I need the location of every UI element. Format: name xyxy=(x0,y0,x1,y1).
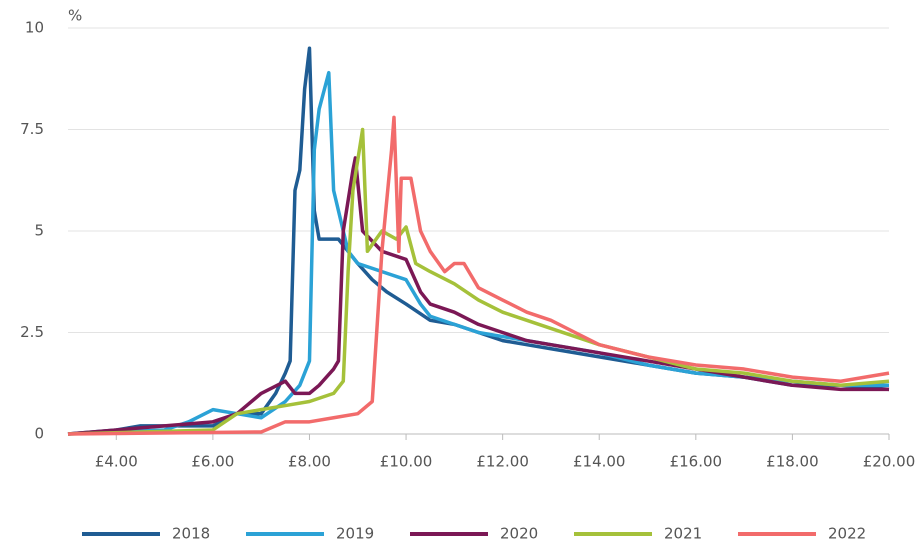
series-line xyxy=(67,127,890,436)
legend-label: 2021 xyxy=(664,525,702,543)
x-tick-label: £8.00 xyxy=(288,453,331,471)
x-tick-label: £18.00 xyxy=(766,453,819,471)
y-tick-label: 10 xyxy=(25,19,44,37)
legend-label: 2020 xyxy=(500,525,538,543)
x-tick-label: £14.00 xyxy=(573,453,626,471)
x-tick-label: £20.00 xyxy=(863,453,916,471)
x-tick-label: £4.00 xyxy=(95,453,138,471)
x-tick-label: £12.00 xyxy=(476,453,529,471)
legend-label: 2019 xyxy=(336,525,374,543)
y-tick-label: 7.5 xyxy=(20,120,44,138)
series-line xyxy=(67,156,889,436)
legend-label: 2018 xyxy=(172,525,210,543)
y-axis-label: % xyxy=(68,7,82,25)
y-tick-label: 5 xyxy=(34,222,44,240)
series-line xyxy=(67,115,890,436)
x-tick-label: £16.00 xyxy=(670,453,723,471)
x-tick-label: £10.00 xyxy=(380,453,433,471)
x-tick-label: £6.00 xyxy=(191,453,234,471)
y-tick-label: 0 xyxy=(34,425,44,443)
series-line xyxy=(67,70,889,436)
legend-label: 2022 xyxy=(828,525,866,543)
y-tick-label: 2.5 xyxy=(20,323,44,341)
